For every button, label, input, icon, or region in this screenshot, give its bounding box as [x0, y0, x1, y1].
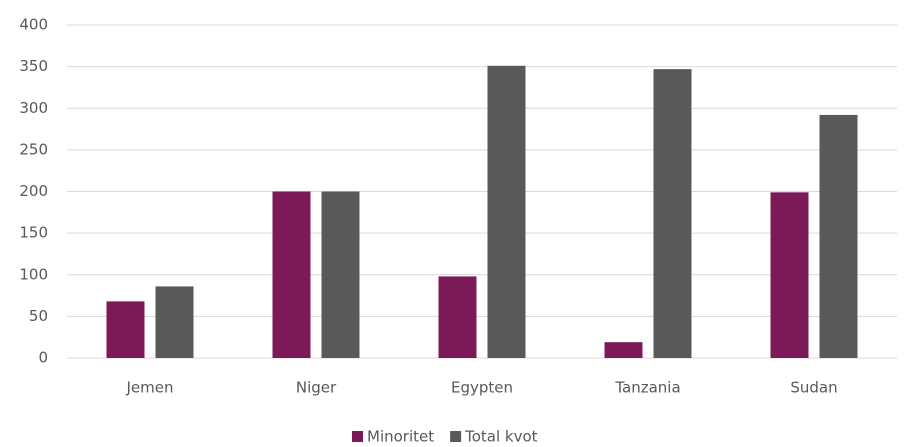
y-tick-label: 150 — [19, 224, 48, 242]
y-tick-label: 50 — [29, 307, 48, 325]
x-tick-label: Tanzania — [614, 379, 680, 397]
y-tick-label: 0 — [38, 349, 48, 367]
bar — [321, 191, 360, 358]
x-tick-label: Egypten — [451, 379, 513, 397]
bar — [155, 286, 194, 358]
x-tick-label: Sudan — [790, 379, 837, 397]
bar — [487, 65, 526, 358]
legend-swatch — [450, 431, 462, 442]
y-tick-label: 400 — [19, 16, 48, 34]
y-tick-label: 100 — [19, 265, 48, 283]
bar — [272, 191, 311, 358]
legend-label: Minoritet — [367, 428, 434, 446]
bar — [604, 342, 643, 358]
legend-swatch — [352, 431, 363, 442]
y-tick-label: 200 — [19, 182, 48, 200]
bar — [106, 301, 145, 358]
bar — [653, 69, 692, 358]
legend-label: Total kvot — [464, 428, 538, 446]
y-tick-label: 300 — [19, 99, 48, 117]
bar — [770, 192, 809, 358]
x-tick-label: Jemen — [126, 379, 174, 397]
bar — [438, 276, 477, 358]
y-tick-label: 350 — [19, 57, 48, 75]
x-tick-label: Niger — [296, 379, 337, 397]
y-tick-label: 250 — [19, 140, 48, 158]
bar — [819, 114, 858, 358]
